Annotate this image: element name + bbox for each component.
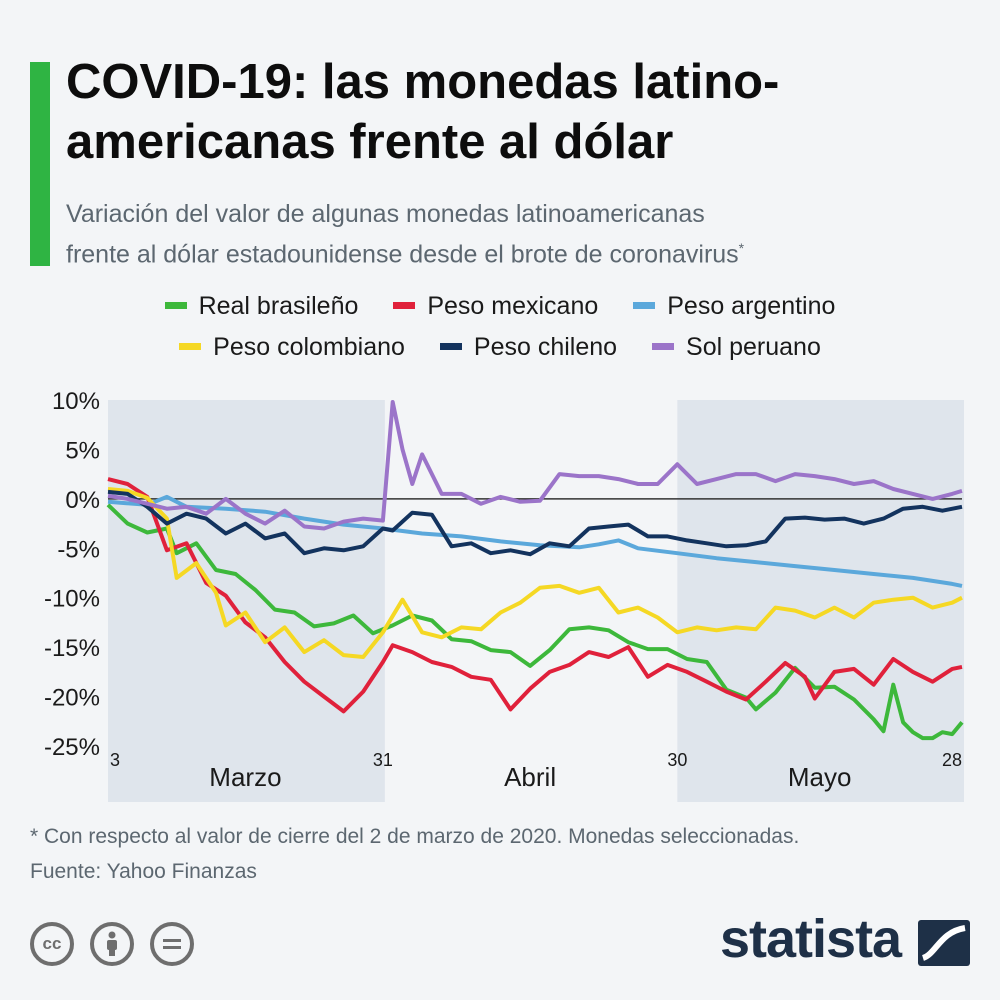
y-tick-label: -20% [44,685,100,712]
legend-label: Peso chileno [473,333,618,361]
month-label: Mayo [788,762,852,792]
y-tick-label: 10% [52,388,100,415]
legend-row-2: Peso colombiano Peso chileno Sol peruano [0,333,1000,362]
chart-subtitle: Variación del valor de algunas monedas l… [66,197,986,271]
series-line [107,400,963,531]
legend-item: Sol peruano [652,333,821,362]
x-tick-label: 31 [373,750,393,770]
y-tick-label: -15% [44,635,100,662]
y-tick-label: 5% [65,437,100,464]
source-note: Fuente: Yahoo Finanzas [30,860,257,883]
subtitle-line-2: frente al dólar estadounidense desde el … [66,240,739,269]
cc-icon[interactable]: cc [30,922,74,966]
x-tick-label: 28 [942,750,962,770]
footnote: * Con respecto al valor de cierre del 2 … [30,825,800,848]
statista-logo[interactable]: statista [720,908,980,978]
y-tick-label: 0% [65,487,100,514]
legend-label: Peso mexicano [427,292,599,320]
noderivs-icon[interactable] [150,922,194,966]
legend-swatch [179,342,202,350]
legend-swatch [652,342,675,350]
legend-item: Peso chileno [439,333,618,362]
y-tick-label: -5% [57,536,100,563]
statista-mark-icon [918,920,970,966]
y-tick-label: -10% [44,586,100,613]
month-label: Abril [504,762,556,792]
legend-label: Peso colombiano [213,333,405,361]
chart-title: COVID-19: las monedas latino- americanas… [66,52,986,172]
series-line [107,487,963,659]
legend-item: Peso colombiano [179,333,405,362]
subtitle-line-1: Variación del valor de algunas monedas l… [66,200,705,228]
series-line [106,503,964,741]
month-label: Marzo [209,762,281,792]
legend-swatch [633,301,656,309]
x-tick-label: 30 [667,750,687,770]
x-tick-label: 3 [110,750,120,770]
legend-swatch [164,301,187,309]
legend-label: Sol peruano [686,333,821,361]
legend-item: Real brasileño [164,292,359,321]
y-tick-label: -25% [44,734,100,761]
series-line [107,489,963,557]
legend-item: Peso argentino [633,292,835,321]
month-band [108,400,385,802]
legend-label: Real brasileño [198,292,359,320]
title-line-1: COVID-19: las monedas latino- [66,55,780,109]
subtitle-footnote-mark: * [738,240,745,256]
title-line-2: americanas frente al dólar [66,115,674,169]
legend-label: Peso argentino [667,292,836,320]
legend-swatch [393,301,416,309]
legend-swatch [439,342,462,350]
attribution-icon[interactable] [90,922,134,966]
title-accent-bar [30,62,50,266]
brand-name: statista [720,909,902,969]
legend-row-1: Real brasileño Peso mexicano Peso argent… [0,292,1000,321]
line-chart: 10% 5% 0% -5% -10% -15% -20% -25% 3 31 30 28 Marzo A… [44,388,964,802]
legend-item: Peso mexicano [393,292,598,321]
